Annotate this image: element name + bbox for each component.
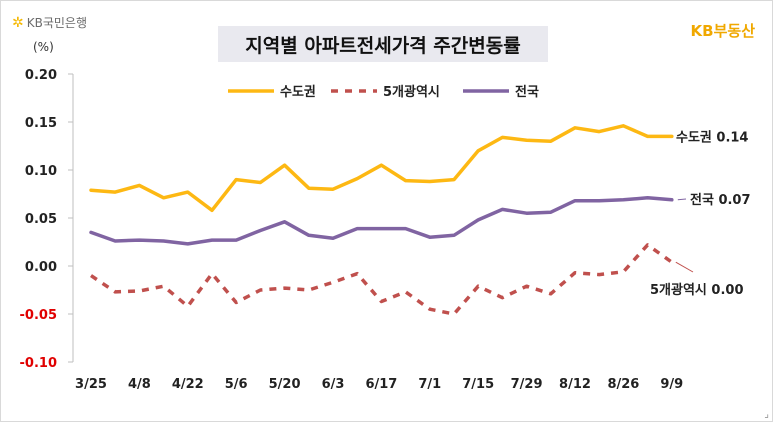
x-tick-label: 9/9 [660, 377, 683, 392]
y-tick-label: 0.10 [25, 164, 57, 179]
y-tick-label: 0.05 [25, 212, 57, 227]
end-label-leader-national [677, 198, 687, 201]
series-line-0 [89, 124, 674, 213]
y-axis-unit: (%) [33, 40, 54, 54]
x-tick-label: 8/26 [607, 377, 639, 392]
x-tick-label: 4/22 [172, 377, 204, 392]
x-tick-label: 3/25 [75, 377, 107, 392]
kb-brand-text: KB부동산 [690, 22, 755, 40]
end-label-seoul-metro: 수도권 0.14 [676, 130, 748, 145]
x-tick-label: 5/20 [269, 377, 301, 392]
x-tick-label: 8/12 [559, 377, 591, 392]
series-line-2 [89, 196, 674, 246]
x-tick-label: 7/29 [511, 377, 543, 392]
end-label-leader-metro5 [675, 261, 694, 273]
legend-label-2: 전국 [515, 84, 539, 100]
y-tick-label: 0.15 [25, 116, 57, 131]
x-tick-label: 6/3 [322, 377, 345, 392]
kb-star-icon: ✲ [12, 14, 24, 31]
x-tick-label: 7/1 [418, 377, 441, 392]
legend-label-1: 5개광역시 [383, 84, 440, 100]
x-tick-label: 6/17 [365, 377, 397, 392]
y-tick-label: -0.10 [20, 356, 57, 371]
end-label-national: 전국 0.07 [690, 192, 751, 208]
end-label-metro5: 5개광역시 0.00 [650, 282, 744, 298]
kb-logo: ✲ KB국민은행 [12, 14, 87, 31]
kb-logo-text: KB국민은행 [26, 16, 87, 30]
y-tick-label: 0.00 [25, 260, 57, 275]
x-tick-label: 4/8 [128, 377, 151, 392]
x-tick-label: 5/6 [225, 377, 248, 392]
legend-label-0: 수도권 [280, 85, 316, 100]
resize-handle-icon[interactable]: ⌟ [764, 409, 769, 420]
y-tick-label: -0.05 [20, 308, 57, 323]
x-tick-label: 7/15 [462, 377, 494, 392]
y-tick-label: 0.20 [25, 68, 57, 83]
chart-title: 지역별 아파트전세가격 주간변동률 [218, 26, 548, 62]
series-line-1 [90, 243, 673, 316]
